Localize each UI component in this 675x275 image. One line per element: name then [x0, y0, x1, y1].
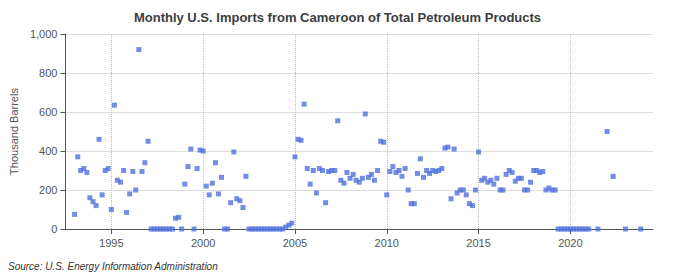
svg-text:2010: 2010 [375, 237, 399, 249]
svg-text:0: 0 [51, 223, 57, 235]
svg-text:2000: 2000 [191, 237, 215, 249]
svg-text:1,000: 1,000 [30, 28, 58, 40]
svg-text:200: 200 [39, 184, 57, 196]
svg-text:Source: U.S. Energy Informatio: Source: U.S. Energy Information Administ… [8, 261, 218, 272]
svg-text:Monthly U.S. Imports from Came: Monthly U.S. Imports from Cameroon of To… [134, 10, 541, 25]
svg-text:400: 400 [39, 145, 57, 157]
svg-text:600: 600 [39, 106, 57, 118]
svg-text:800: 800 [39, 67, 57, 79]
svg-text:Thousand Barrels: Thousand Barrels [8, 88, 20, 175]
svg-text:2020: 2020 [558, 237, 582, 249]
svg-text:1995: 1995 [99, 237, 123, 249]
svg-text:2015: 2015 [466, 237, 490, 249]
svg-text:2005: 2005 [283, 237, 307, 249]
